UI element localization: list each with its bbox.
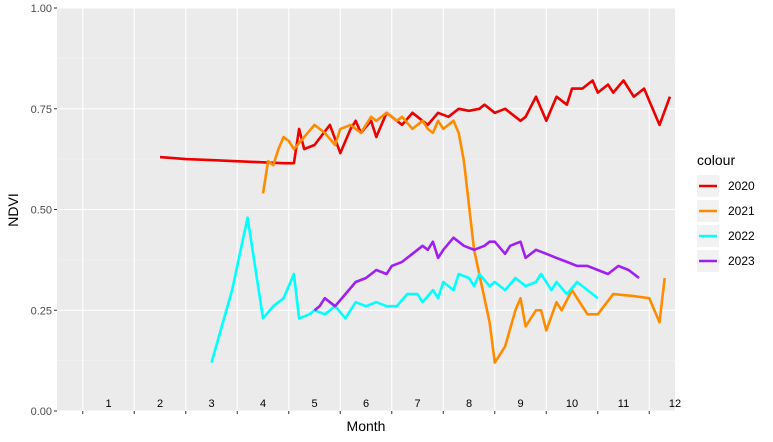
legend-label-2021: 2021 (728, 204, 755, 218)
legend-label-2022: 2022 (728, 229, 755, 243)
legend: 2020 2021 2022 2023 (697, 175, 755, 272)
y-tick-label: 0.50 (31, 205, 52, 217)
minor-gridlines (57, 58, 675, 361)
y-tick-label: 0.00 (31, 406, 52, 418)
major-gridlines (57, 7, 675, 412)
series-line-2022 (210, 216, 599, 363)
y-tick-label: 0.75 (31, 104, 52, 116)
series-line-2023 (313, 236, 640, 312)
legend-label-2020: 2020 (728, 179, 755, 193)
month-label: 11 (618, 398, 629, 410)
month-label: 3 (208, 398, 214, 410)
month-label: 9 (517, 398, 523, 410)
month-label: 6 (363, 398, 369, 410)
series-layer (159, 79, 672, 364)
month-label: 5 (311, 398, 317, 410)
month-label: 2 (157, 398, 163, 410)
month-label: 7 (414, 398, 420, 410)
month-label: 8 (466, 398, 472, 410)
legend-label-2023: 2023 (728, 254, 755, 268)
legend-title: colour (697, 152, 735, 168)
axes-layer: 0.000.250.500.751.001 2 3 4 5 6 7 8 9 10 11 12 (31, 3, 682, 418)
series-line-2020 (159, 79, 672, 165)
month-label: 10 (566, 398, 578, 410)
y-tick-label: 1.00 (31, 3, 52, 15)
x-axis-title: Month (347, 418, 386, 434)
month-label: 4 (260, 398, 266, 410)
month-label: 12 (669, 398, 681, 410)
y-tick-label: 0.25 (31, 305, 52, 317)
month-label: 1 (105, 398, 111, 410)
series-line-2021 (261, 111, 666, 364)
y-axis-title: NDVI (5, 193, 21, 226)
